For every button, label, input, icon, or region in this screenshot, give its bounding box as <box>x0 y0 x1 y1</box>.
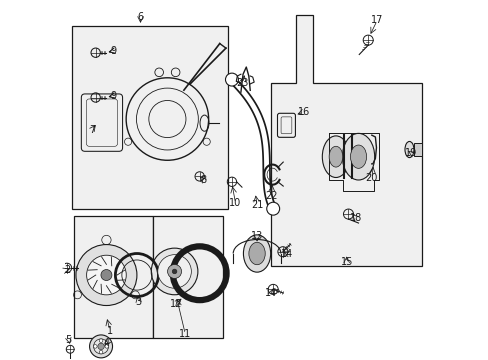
Text: 16: 16 <box>297 107 309 117</box>
Text: 20: 20 <box>365 173 377 183</box>
Circle shape <box>99 339 102 342</box>
Text: 4: 4 <box>103 338 109 348</box>
Circle shape <box>105 345 108 348</box>
Text: 8: 8 <box>200 175 206 185</box>
Text: 5: 5 <box>65 334 72 345</box>
Circle shape <box>76 244 137 306</box>
Ellipse shape <box>243 235 270 272</box>
Bar <box>72 26 228 209</box>
Text: 22: 22 <box>264 191 277 201</box>
Text: 17: 17 <box>370 15 383 26</box>
Circle shape <box>101 270 112 280</box>
Text: 13: 13 <box>250 231 263 240</box>
Text: 14: 14 <box>264 288 277 298</box>
Ellipse shape <box>342 134 374 180</box>
Text: 11: 11 <box>179 329 191 339</box>
Text: 6: 6 <box>137 12 143 22</box>
Text: 21: 21 <box>250 200 263 210</box>
Text: 3: 3 <box>135 297 142 307</box>
Circle shape <box>93 345 97 348</box>
Circle shape <box>93 339 108 354</box>
Circle shape <box>158 255 191 288</box>
Ellipse shape <box>322 136 349 177</box>
Text: 15: 15 <box>340 257 352 267</box>
Ellipse shape <box>350 145 366 168</box>
Circle shape <box>167 265 181 278</box>
Text: 2: 2 <box>64 265 70 275</box>
Text: 14: 14 <box>281 248 293 258</box>
Bar <box>74 216 153 338</box>
Bar <box>413 143 421 156</box>
Ellipse shape <box>328 146 342 167</box>
Text: 9: 9 <box>110 46 117 56</box>
Text: 9: 9 <box>110 91 117 101</box>
Text: 10: 10 <box>229 198 241 208</box>
Bar <box>153 216 223 338</box>
Text: 18: 18 <box>349 213 361 222</box>
Circle shape <box>89 335 112 358</box>
Circle shape <box>151 248 198 295</box>
Ellipse shape <box>404 141 413 158</box>
Text: 12: 12 <box>170 299 182 309</box>
Text: 7: 7 <box>89 125 95 135</box>
Circle shape <box>99 350 102 354</box>
Text: 1: 1 <box>107 325 113 336</box>
Circle shape <box>266 202 279 215</box>
Text: 23: 23 <box>236 78 248 88</box>
Polygon shape <box>271 15 421 266</box>
Circle shape <box>225 73 238 86</box>
Text: 19: 19 <box>404 148 417 158</box>
Circle shape <box>172 269 177 274</box>
Circle shape <box>98 343 104 350</box>
Circle shape <box>86 255 126 295</box>
Ellipse shape <box>248 242 264 265</box>
